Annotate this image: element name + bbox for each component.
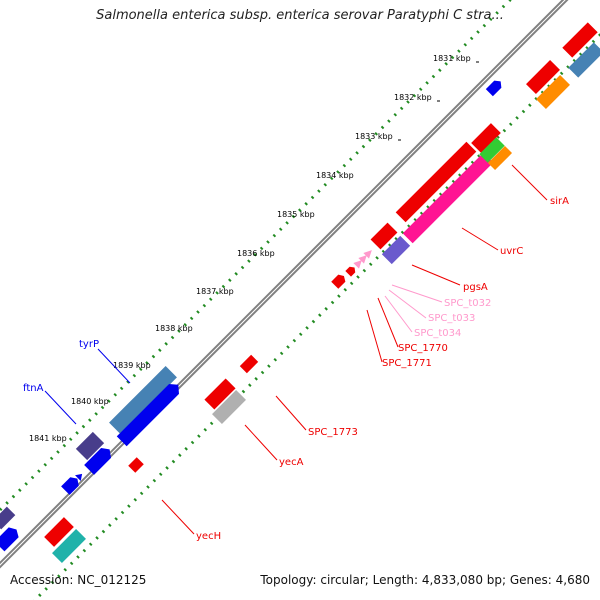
gene-blue-arrow-2[interactable]	[84, 444, 114, 475]
svg-text:1836 kbp: 1836 kbp	[237, 249, 275, 258]
svg-text:1831 kbp: 1831 kbp	[433, 54, 471, 63]
gene-yecA-red[interactable]	[204, 378, 236, 410]
gene-yecA[interactable]	[212, 390, 246, 424]
label-yecH[interactable]: yecH	[196, 531, 221, 542]
gene-SPC_t033[interactable]	[358, 252, 369, 264]
gene-red-3[interactable]	[370, 222, 398, 250]
gene-red-5[interactable]	[44, 517, 74, 547]
genome-title: Salmonella enterica subsp. enterica sero…	[96, 8, 504, 23]
gene-SPC_t034[interactable]	[353, 257, 364, 269]
tick-1831: 1831 kbp	[433, 54, 479, 63]
tick-1840: 1840 kbp	[71, 397, 109, 406]
label-SPC_1771[interactable]: SPC_1771	[382, 358, 432, 369]
label-tyrP[interactable]: tyrP	[79, 339, 99, 350]
label-SPC_1773[interactable]: SPC_1773	[308, 427, 358, 438]
label-sirA[interactable]: sirA	[550, 196, 569, 207]
label-SPC_1770[interactable]: SPC_1770	[398, 343, 448, 354]
accession-label: Accession: NC_012125	[10, 573, 147, 587]
gene-SPC_1771[interactable]	[331, 273, 347, 289]
label-SPC_t033[interactable]: SPC_t033	[428, 313, 475, 324]
label-leaders	[44, 164, 548, 535]
label-ftnA[interactable]: ftnA	[23, 383, 44, 394]
gene-red-long[interactable]	[395, 141, 477, 223]
gene-red-small-4[interactable]	[128, 457, 144, 473]
svg-text:1840 kbp: 1840 kbp	[71, 397, 109, 406]
genome-summary: Topology: circular; Length: 4,833,080 bp…	[260, 573, 590, 587]
gene-SPC_1770[interactable]	[345, 265, 357, 277]
label-SPC_t032[interactable]: SPC_t032	[444, 298, 491, 309]
gene-red-small-2[interactable]	[471, 123, 501, 153]
tick-1834: 1834 kbp	[316, 171, 354, 180]
gene-small-blue-top[interactable]	[485, 78, 504, 97]
outer-dotted-track	[0, 0, 513, 512]
tick-1832: 1832 kbp	[394, 93, 440, 102]
gene-orange-1[interactable]	[536, 75, 570, 109]
gene-tyrP[interactable]	[109, 366, 177, 434]
gene-red-1[interactable]	[526, 60, 560, 94]
gene-sirA-green[interactable]	[479, 137, 505, 163]
tick-1841: 1841 kbp	[29, 434, 67, 443]
tick-1833: 1833 kbp	[355, 132, 401, 141]
svg-text:1832 kbp: 1832 kbp	[394, 93, 432, 102]
label-uvrC[interactable]: uvrC	[500, 246, 523, 257]
gene-blue-tiny[interactable]	[75, 471, 85, 481]
gene-blue-small-3[interactable]	[61, 474, 82, 495]
svg-text:1835 kbp: 1835 kbp	[277, 210, 315, 219]
gene-SPC_1773-red[interactable]	[239, 354, 259, 374]
gene-slate-edge[interactable]	[0, 506, 16, 530]
gene-blue-arrow-long[interactable]	[116, 380, 183, 447]
gene-block-top-steel[interactable]	[568, 42, 600, 78]
svg-text:1834 kbp: 1834 kbp	[316, 171, 354, 180]
svg-text:1839 kbp: 1839 kbp	[113, 361, 151, 370]
label-SPC_t034[interactable]: SPC_t034	[414, 328, 461, 339]
label-yecA[interactable]: yecA	[279, 457, 304, 468]
gene-pgsA[interactable]	[381, 235, 411, 265]
tick-1835: 1835 kbp	[277, 210, 315, 219]
genome-backbone-highlight	[0, 0, 600, 575]
svg-text:1833 kbp: 1833 kbp	[355, 132, 393, 141]
gene-block-top-red[interactable]	[562, 22, 598, 58]
tick-1838: 1838 kbp	[155, 324, 193, 333]
gene-SPC_t032[interactable]	[363, 247, 374, 259]
genome-backbone	[0, 0, 569, 569]
gene-ftnA[interactable]	[75, 431, 105, 461]
tick-1836: 1836 kbp	[237, 249, 275, 258]
svg-text:1838 kbp: 1838 kbp	[155, 324, 193, 333]
svg-text:1841 kbp: 1841 kbp	[29, 434, 67, 443]
tick-1837: 1837 kbp	[196, 287, 234, 296]
gene-cyan[interactable]	[52, 529, 86, 563]
tick-1839: 1839 kbp	[113, 361, 151, 370]
svg-text:1837 kbp: 1837 kbp	[196, 287, 234, 296]
gene-uvrC[interactable]	[402, 152, 494, 244]
label-pgsA[interactable]: pgsA	[463, 282, 488, 293]
gene-sirA-orange[interactable]	[487, 145, 513, 171]
inner-dotted-track	[32, 32, 600, 600]
gene-blue-edge[interactable]	[0, 525, 21, 552]
